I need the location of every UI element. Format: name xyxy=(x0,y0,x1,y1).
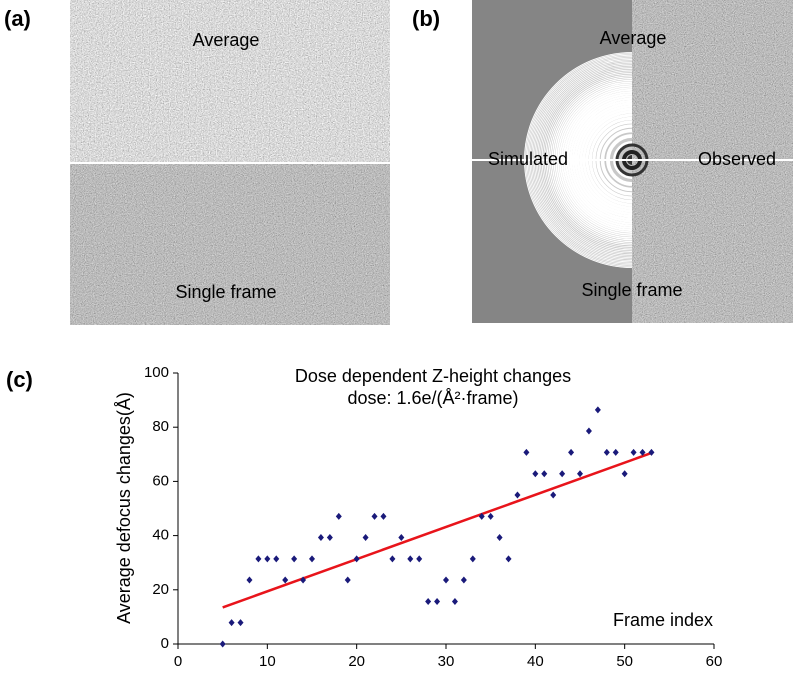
divider xyxy=(472,159,793,161)
y-tick-label: 20 xyxy=(152,581,169,598)
point xyxy=(335,512,342,520)
image-label: Single frame xyxy=(175,282,276,302)
point xyxy=(380,512,387,520)
y-axis-label: Average defocus changes(Å) xyxy=(114,392,134,624)
y-tick-label: 40 xyxy=(152,527,169,544)
y-tick-label: 60 xyxy=(152,472,169,489)
point xyxy=(630,448,637,456)
point xyxy=(255,555,262,563)
point xyxy=(577,470,583,478)
point xyxy=(237,619,244,627)
point xyxy=(487,512,494,520)
point xyxy=(228,619,235,627)
single-frame-image xyxy=(70,164,390,325)
point xyxy=(585,427,592,435)
panel-label: (b) xyxy=(412,6,440,31)
point xyxy=(460,576,467,584)
point xyxy=(407,555,414,563)
point xyxy=(451,597,458,605)
point xyxy=(496,533,503,541)
image-label: Observed xyxy=(698,149,776,169)
point xyxy=(648,448,655,456)
point xyxy=(469,555,476,563)
x-tick-label: 50 xyxy=(616,653,633,670)
panel-label: (c) xyxy=(6,367,33,392)
image-label: Single frame xyxy=(581,280,682,300)
point xyxy=(559,470,566,478)
point xyxy=(425,597,432,605)
point xyxy=(639,448,646,456)
trendline xyxy=(222,451,652,609)
point xyxy=(505,555,512,563)
point xyxy=(443,576,449,584)
point xyxy=(246,576,253,584)
x-tick-label: 40 xyxy=(527,653,544,670)
point xyxy=(523,448,530,456)
point xyxy=(273,555,280,563)
point xyxy=(603,448,610,456)
x-tick-label: 30 xyxy=(438,653,455,670)
point xyxy=(344,576,351,584)
point xyxy=(541,470,548,478)
x-tick-label: 10 xyxy=(259,653,276,670)
point xyxy=(398,533,405,541)
x-tick-label: 20 xyxy=(348,653,365,670)
x-axis-label: Frame index xyxy=(613,610,713,630)
average-image xyxy=(70,0,390,162)
point xyxy=(514,491,521,499)
point xyxy=(317,533,324,541)
point xyxy=(550,491,557,499)
point xyxy=(416,555,423,563)
panel-label: (a) xyxy=(4,6,31,31)
point xyxy=(532,470,539,478)
divider xyxy=(70,162,390,164)
point xyxy=(353,555,360,563)
point xyxy=(282,576,289,584)
y-tick-label: 100 xyxy=(144,364,169,381)
point xyxy=(434,597,441,605)
chart-subtitle: dose: 1.6e/(Å²·frame) xyxy=(347,388,518,408)
x-tick-label: 0 xyxy=(174,653,182,670)
panel-a: (a) Average Single frame xyxy=(4,0,390,325)
image-label: Simulated xyxy=(488,149,568,169)
point xyxy=(326,533,333,541)
image-label: Average xyxy=(600,28,667,48)
panel-b: (b) Average Simulated Observed Single fr… xyxy=(412,0,793,323)
point xyxy=(612,448,619,456)
point xyxy=(621,470,628,478)
point xyxy=(362,533,369,541)
point xyxy=(389,555,396,563)
x-tick-label: 60 xyxy=(706,653,723,670)
point xyxy=(478,512,485,520)
y-tick-label: 80 xyxy=(152,418,169,435)
point xyxy=(219,640,226,648)
point xyxy=(264,555,271,563)
observed-image xyxy=(632,0,793,323)
point xyxy=(291,555,298,563)
y-tick-label: 0 xyxy=(161,635,169,652)
point xyxy=(300,576,307,584)
point xyxy=(371,512,378,520)
point xyxy=(568,448,575,456)
chart-title: Dose dependent Z-height changes xyxy=(295,366,571,386)
image-label: Average xyxy=(193,30,260,50)
point xyxy=(594,406,601,414)
point xyxy=(309,555,315,563)
